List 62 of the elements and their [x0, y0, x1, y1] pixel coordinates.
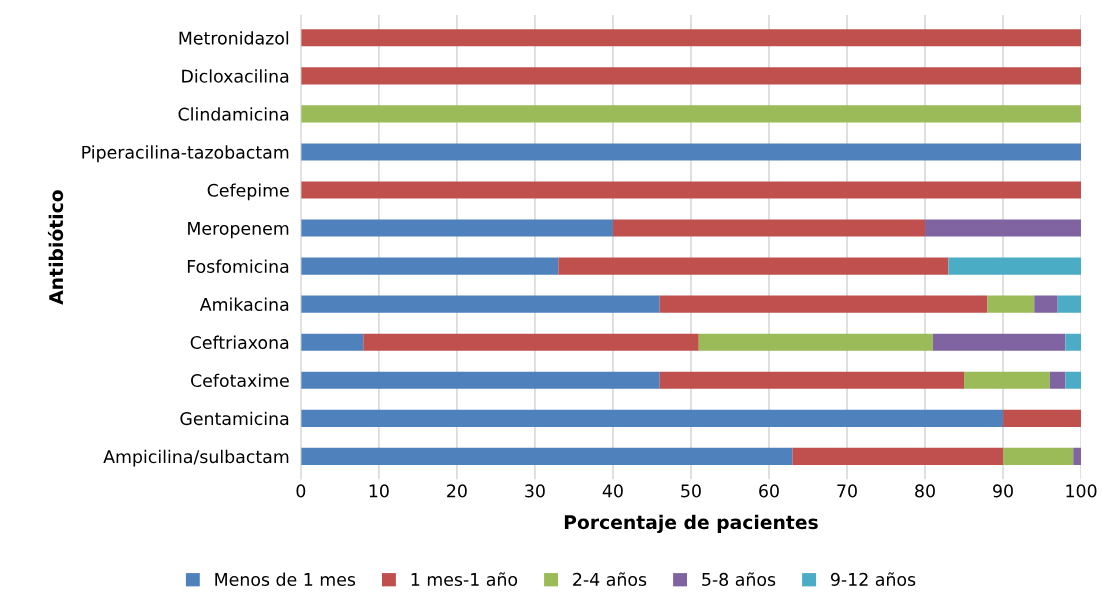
- bar: [300, 219, 613, 237]
- legend-label: 5-8 años: [702, 572, 776, 586]
- bar: [300, 181, 1082, 199]
- bar: [300, 295, 660, 313]
- bar: [925, 219, 1082, 237]
- x-tick-label: 90: [993, 484, 1013, 498]
- bar: [1073, 447, 1082, 465]
- y-tick-label: Meropenem: [188, 222, 289, 239]
- y-tick-label: Cefotaxime: [191, 373, 289, 388]
- bar: [1065, 371, 1082, 389]
- bar: [1049, 371, 1066, 389]
- bar: [1034, 295, 1058, 313]
- y-tick-label: Ceftriaxona: [190, 335, 289, 350]
- bar: [300, 333, 364, 351]
- bar: [1003, 447, 1074, 465]
- y-tick-label: Cefepime: [207, 183, 289, 201]
- y-tick-label: Clindamicina: [178, 107, 289, 121]
- y-tick-label: Metronidazol: [179, 31, 289, 45]
- bar: [300, 371, 660, 389]
- legend-label: 2-4 años: [573, 572, 647, 586]
- bar: [300, 409, 1004, 427]
- bar: [659, 295, 988, 313]
- bar: [612, 219, 926, 237]
- y-tick-label: Ampicilina/sulbactam: [103, 449, 289, 467]
- bar: [300, 67, 1082, 85]
- legend-label: Menos de 1 mes: [215, 572, 356, 586]
- bar: [948, 257, 1082, 275]
- y-tick-label: Dicloxacilina: [182, 69, 289, 83]
- bar: [1057, 295, 1082, 313]
- x-tick-label: 60: [759, 484, 779, 498]
- x-tick-label: 80: [915, 484, 935, 498]
- x-tick-label: 0: [296, 484, 306, 498]
- legend-label: 1 mes-1 año: [411, 572, 518, 586]
- bar: [300, 447, 793, 465]
- bar: [300, 105, 1082, 123]
- x-tick-label: 30: [525, 484, 545, 498]
- y-tick-label: Amikacina: [199, 297, 289, 312]
- bar: [363, 333, 699, 351]
- x-tick-label: 40: [602, 484, 623, 498]
- bar: [1065, 333, 1082, 351]
- x-tick-label: 100: [1066, 484, 1097, 498]
- y-tick-label: Fosfomicina: [187, 259, 289, 273]
- legend-label: 9-12 años: [830, 572, 916, 586]
- bar: [300, 257, 559, 275]
- x-tick-label: 20: [447, 484, 467, 498]
- bar: [300, 29, 1082, 47]
- bar: [932, 333, 1066, 351]
- bar: [987, 295, 1035, 313]
- x-axis-title: Porcentaje de pacientes: [564, 514, 818, 534]
- bar: [792, 447, 1004, 465]
- x-tick-label: 50: [681, 484, 701, 498]
- bar: [659, 371, 965, 389]
- y-tick-label: Piperacilina-tazobactam: [82, 145, 289, 163]
- x-tick-label: 70: [837, 484, 857, 498]
- y-axis-title: Antibiótico: [47, 190, 64, 305]
- bar: [558, 257, 949, 275]
- bar: [698, 333, 933, 351]
- x-tick-label: 10: [369, 484, 389, 498]
- bar: [1003, 409, 1082, 427]
- bar: [300, 143, 1082, 161]
- y-tick-label: Gentamicina: [180, 411, 289, 426]
- bar: [964, 371, 1050, 389]
